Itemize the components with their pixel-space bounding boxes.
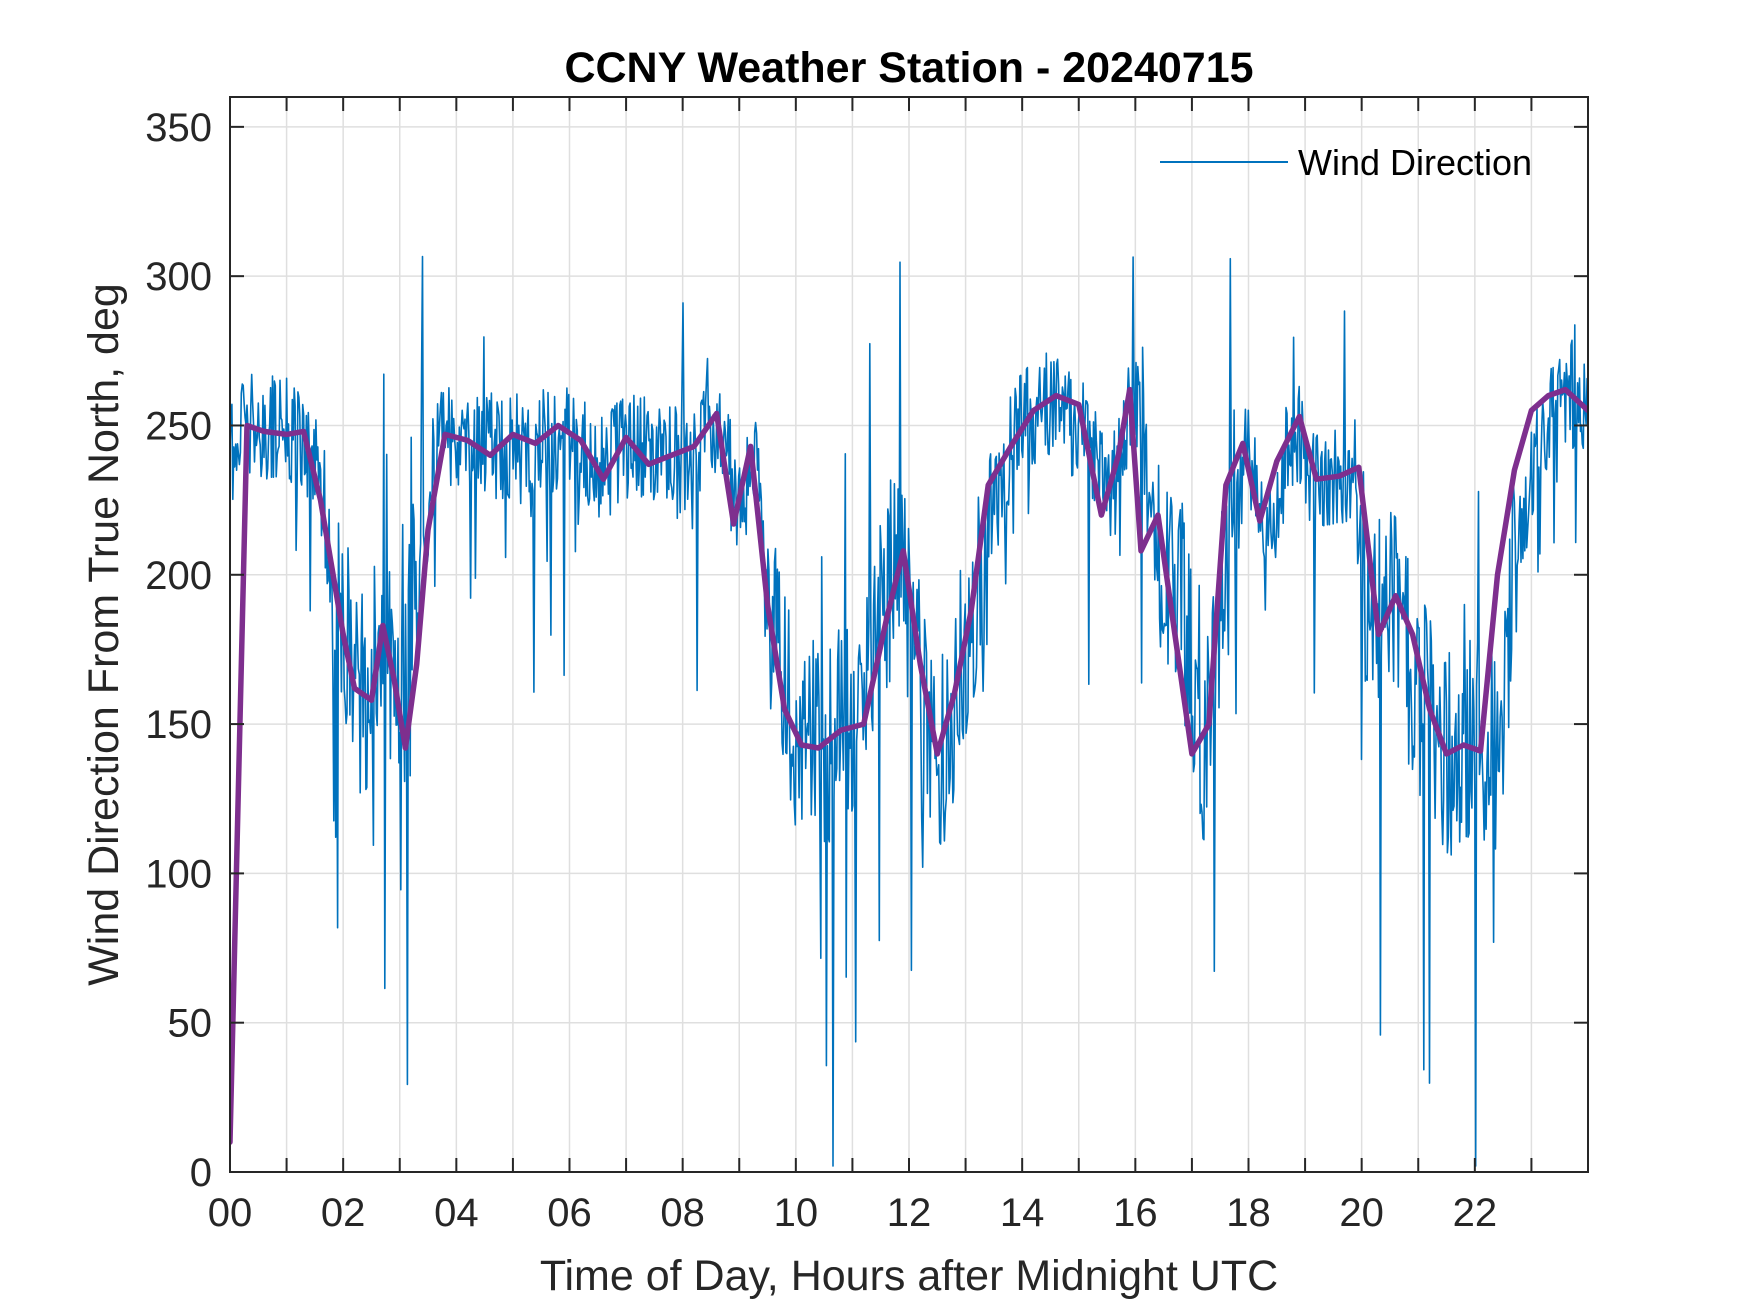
x-tick-label: 14: [1000, 1191, 1045, 1235]
x-tick-label: 04: [434, 1191, 479, 1235]
x-tick-label: 10: [774, 1191, 819, 1235]
legend-label-wind-direction: Wind Direction: [1298, 142, 1532, 183]
grid: [230, 97, 1588, 1172]
y-tick-label: 50: [168, 1002, 213, 1046]
series-layer: [230, 255, 1588, 1167]
x-tick-label: 22: [1453, 1191, 1498, 1235]
x-axis-label: Time of Day, Hours after Midnight UTC: [540, 1252, 1278, 1300]
y-axis-label: Wind Direction From True North, deg: [80, 283, 128, 986]
y-tick-label: 100: [145, 852, 212, 896]
x-axis-tick-labels: 00 02 04 06 08 10 12 14 16 18 20 22: [208, 1191, 1497, 1235]
x-tick-label: 16: [1113, 1191, 1158, 1235]
plot-clip-group: [230, 255, 1588, 1167]
y-tick-label: 0: [190, 1151, 212, 1195]
y-tick-label: 200: [145, 554, 212, 598]
x-tick-label: 20: [1339, 1191, 1384, 1235]
series-line-wind-direction: [230, 255, 1588, 1167]
y-tick-label: 250: [145, 404, 212, 448]
x-tick-label: 18: [1226, 1191, 1271, 1235]
y-tick-label: 300: [145, 255, 212, 299]
y-tick-label: 350: [145, 106, 212, 150]
y-tick-label: 150: [145, 703, 212, 747]
x-tick-label: 06: [547, 1191, 592, 1235]
x-tick-label: 12: [887, 1191, 932, 1235]
x-tick-label: 08: [660, 1191, 705, 1235]
x-tick-label: 00: [208, 1191, 253, 1235]
series-line-smoothed-wind-direction: [230, 386, 1588, 1145]
chart-title: CCNY Weather Station - 20240715: [564, 44, 1253, 92]
ticks: [230, 97, 1588, 1172]
y-axis-tick-labels: 0 50 100 150 200 250 300 350: [145, 106, 212, 1195]
legend: Wind Direction: [1160, 142, 1532, 183]
x-tick-label: 02: [321, 1191, 366, 1235]
